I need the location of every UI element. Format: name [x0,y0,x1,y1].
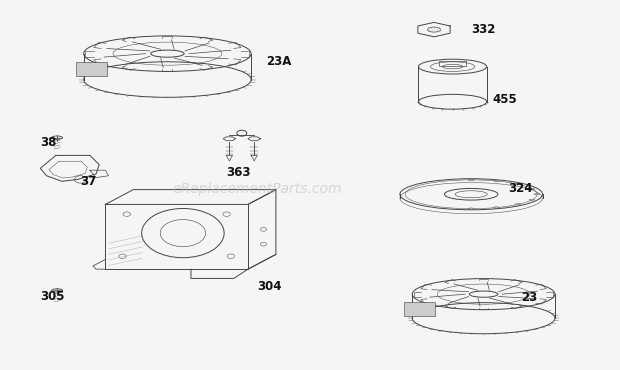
Ellipse shape [51,136,63,139]
Text: 23A: 23A [267,54,292,68]
Ellipse shape [515,184,520,185]
Text: 332: 332 [471,23,495,36]
Ellipse shape [468,208,474,209]
Text: 305: 305 [40,289,65,303]
Ellipse shape [529,188,534,189]
Ellipse shape [515,204,520,205]
FancyBboxPatch shape [404,302,435,316]
Text: eReplacementParts.com: eReplacementParts.com [172,182,342,196]
Text: 37: 37 [81,175,97,188]
Ellipse shape [468,179,474,181]
Text: 38: 38 [40,136,56,149]
Ellipse shape [529,199,534,200]
Ellipse shape [51,289,63,292]
Ellipse shape [534,194,539,195]
Text: 324: 324 [508,182,533,195]
Text: 455: 455 [493,93,518,107]
Text: 23: 23 [521,291,537,305]
Ellipse shape [494,207,499,208]
FancyBboxPatch shape [76,62,107,75]
Ellipse shape [494,181,499,182]
Text: 363: 363 [226,165,251,179]
Text: 304: 304 [257,280,282,293]
